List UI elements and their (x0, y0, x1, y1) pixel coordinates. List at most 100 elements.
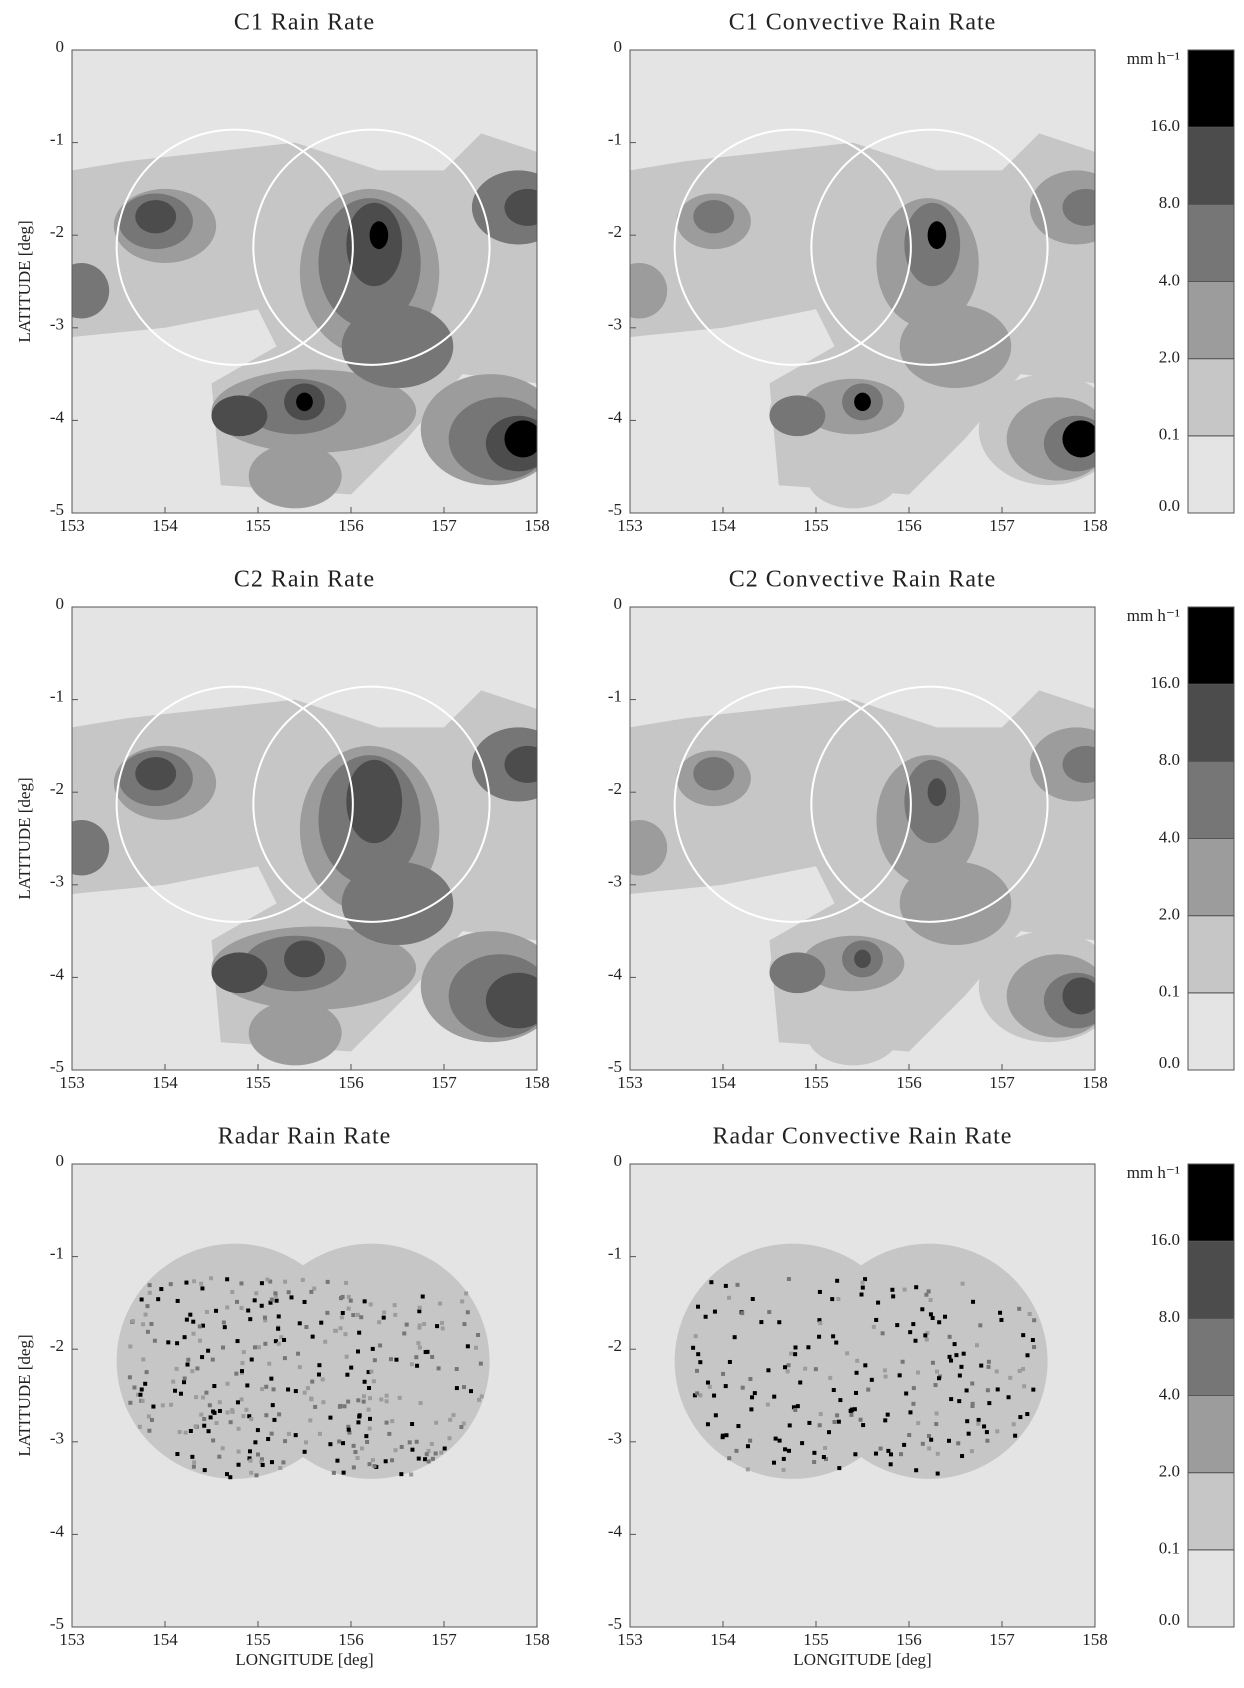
rain-pixel (209, 1276, 214, 1281)
rain-pixel (210, 1357, 215, 1362)
panel: Radar Convective Rain Rate 153 154 155 156 15… (608, 1124, 1235, 1669)
rain-pixel (438, 1301, 443, 1306)
rain-pixel (191, 1319, 196, 1324)
radar-ring (810, 685, 1049, 923)
rain-pixel (772, 1460, 777, 1465)
rain-pixel (1031, 1387, 1036, 1392)
rain-pixel (920, 1307, 925, 1312)
rain-region (341, 861, 454, 945)
rain-pixel (817, 1289, 822, 1294)
rain-pixel (477, 1397, 482, 1402)
rain-pixel (247, 1414, 252, 1419)
rain-pixel (186, 1357, 191, 1362)
rain-pixel (836, 1297, 841, 1302)
rain-pixel (192, 1279, 197, 1284)
rain-pixel (225, 1305, 230, 1310)
rain-pixel (752, 1391, 757, 1396)
rain-pixel (244, 1407, 249, 1412)
rain-pixel (344, 1354, 349, 1359)
rain-pixel (264, 1384, 269, 1389)
rain-region (854, 949, 871, 969)
rain-region (927, 221, 947, 250)
rain-pixel (410, 1422, 415, 1427)
rain-pixel (469, 1389, 474, 1394)
y-tick-label: -2 (50, 1336, 64, 1355)
rain-pixel (234, 1371, 239, 1376)
rain-pixel (271, 1387, 276, 1392)
rain-pixel (185, 1362, 190, 1367)
rain-pixel (835, 1278, 840, 1283)
rain-pixel (392, 1303, 397, 1308)
rain-pixel (985, 1388, 990, 1393)
rain-pixel (1006, 1395, 1011, 1400)
rain-region (693, 200, 735, 234)
rain-pixel (316, 1372, 321, 1377)
rain-pixel (417, 1323, 422, 1328)
colorbar-label: 2.0 (1159, 348, 1180, 367)
rain-pixel (876, 1300, 881, 1305)
rain-pixel (895, 1323, 900, 1328)
y-tick-label: -3 (50, 315, 64, 334)
rain-pixel (269, 1376, 274, 1381)
rain-pixel (340, 1310, 345, 1315)
rain-pixel (325, 1310, 330, 1315)
y-tick-label: -2 (50, 779, 64, 798)
rain-pixel (866, 1387, 871, 1392)
rain-pixel (130, 1319, 135, 1324)
colorbar-swatch (1187, 358, 1235, 437)
rain-region (135, 200, 177, 234)
rain-pixel (143, 1312, 148, 1317)
rain-pixel (328, 1415, 333, 1420)
rain-pixel (356, 1398, 361, 1403)
rain-pixel (206, 1348, 211, 1353)
rain-pixel (263, 1341, 268, 1346)
rain-pixel (194, 1395, 199, 1400)
rain-pixel (695, 1391, 700, 1396)
x-tick-label: 157 (431, 1630, 457, 1649)
rain-pixel (343, 1332, 348, 1337)
rain-pixel (235, 1339, 240, 1344)
rain-pixel (239, 1306, 244, 1311)
rain-pixel (736, 1424, 741, 1429)
rain-pixel (393, 1448, 398, 1453)
rain-pixel (947, 1354, 952, 1359)
rain-pixel (277, 1412, 282, 1417)
rain-pixel (371, 1379, 376, 1384)
rain-pixel (849, 1412, 854, 1417)
rain-pixel (370, 1458, 375, 1463)
rain-pixel (745, 1444, 750, 1449)
rain-pixel (182, 1376, 187, 1381)
rain-pixel (964, 1388, 969, 1393)
y-axis-label: LATITUDE [deg] (15, 1334, 34, 1456)
rain-pixel (387, 1431, 392, 1436)
rain-pixel (823, 1457, 828, 1462)
x-tick-label: 158 (1082, 1630, 1108, 1649)
rain-pixel (236, 1426, 241, 1431)
rain-pixel (372, 1464, 377, 1469)
rain-pixel (430, 1456, 435, 1461)
rain-pixel (927, 1446, 932, 1451)
rain-pixel (908, 1410, 913, 1415)
rain-pixel (206, 1429, 211, 1434)
rain-pixel (979, 1363, 984, 1368)
rain-pixel (694, 1368, 699, 1373)
rain-region (854, 392, 871, 412)
rain-pixel (230, 1408, 235, 1413)
rain-pixel (970, 1404, 975, 1409)
colorbar-swatch (1187, 1163, 1235, 1242)
rain-pixel (766, 1368, 771, 1373)
rain-region (1062, 977, 1095, 1015)
rain-pixel (1011, 1422, 1016, 1427)
rain-pixel (863, 1363, 868, 1368)
rain-pixel (474, 1345, 479, 1350)
rain-pixel (888, 1462, 893, 1467)
rain-pixel (190, 1369, 195, 1374)
x-tick-label: 158 (524, 516, 550, 535)
rain-pixel (416, 1456, 421, 1461)
rain-pixel (160, 1403, 165, 1408)
rain-pixel (346, 1399, 351, 1404)
rain-pixel (200, 1323, 205, 1328)
rain-pixel (852, 1407, 857, 1412)
rain-pixel (377, 1320, 382, 1325)
rain-pixel (266, 1437, 271, 1442)
